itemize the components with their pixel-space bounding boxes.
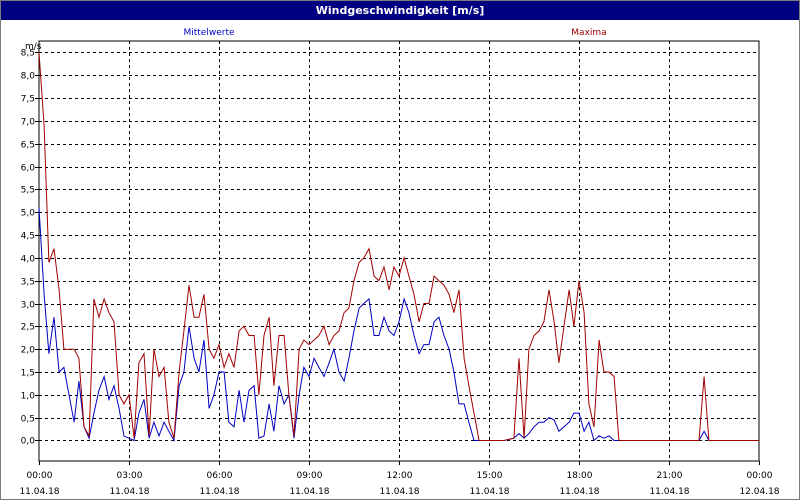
y-tick-label: 1,0 xyxy=(21,392,36,402)
y-tick-label: 4,5 xyxy=(21,232,35,242)
x-tick-date-label: 11.04.18 xyxy=(109,487,149,497)
y-tick-label: 2,5 xyxy=(21,323,35,333)
x-tick-date-label: 11.04.18 xyxy=(19,487,59,497)
y-tick-label: 8,5 xyxy=(21,49,35,59)
series-line-mittelwerte xyxy=(38,207,759,443)
y-tick-label: 8,0 xyxy=(21,72,36,82)
x-tick-time-label: 15:00 xyxy=(477,471,503,481)
y-tick-label: 6,5 xyxy=(21,141,35,151)
y-axis-unit-label: m/s xyxy=(25,42,42,52)
x-tick-date-label: 11.04.18 xyxy=(559,487,599,497)
x-tick-time-label: 12:00 xyxy=(387,471,413,481)
y-tick-label: 5,0 xyxy=(21,209,36,219)
y-tick-label: 7,5 xyxy=(21,95,35,105)
y-tick-label: 7,0 xyxy=(21,118,36,128)
x-tick-date-label: 11.04.18 xyxy=(469,487,509,497)
y-tick-label: 6,0 xyxy=(21,164,36,174)
x-tick-date-label: 12.04.18 xyxy=(739,487,779,497)
y-tick-label: 3,0 xyxy=(21,301,36,311)
x-tick-time-label: 00:00 xyxy=(27,471,53,481)
y-tick-label: 3,5 xyxy=(21,278,35,288)
x-tick-date-label: 11.04.18 xyxy=(289,487,329,497)
legend-maxima: Maxima xyxy=(571,28,606,38)
x-tick-time-label: 03:00 xyxy=(117,471,143,481)
y-tick-label: 1,5 xyxy=(21,369,35,379)
series-line-maxima xyxy=(38,52,759,441)
y-tick-label: 0,5 xyxy=(21,415,35,425)
x-tick-date-label: 11.04.18 xyxy=(649,487,689,497)
y-tick-label: 2,0 xyxy=(21,346,36,356)
y-tick-label: 4,0 xyxy=(21,255,36,265)
x-tick-time-label: 00:00 xyxy=(747,471,773,481)
x-tick-date-label: 11.04.18 xyxy=(379,487,419,497)
x-tick-date-label: 11.04.18 xyxy=(199,487,239,497)
y-tick-label: 5,5 xyxy=(21,186,35,196)
legend-mittelwerte: Mittelwerte xyxy=(183,28,234,38)
window-title: Windgeschwindigkeit [m/s] xyxy=(1,1,799,20)
x-tick-time-label: 21:00 xyxy=(657,471,683,481)
x-tick-time-label: 18:00 xyxy=(567,471,593,481)
x-tick-time-label: 09:00 xyxy=(297,471,323,481)
x-tick-time-label: 06:00 xyxy=(207,471,233,481)
y-tick-label: 0,0 xyxy=(21,437,36,447)
